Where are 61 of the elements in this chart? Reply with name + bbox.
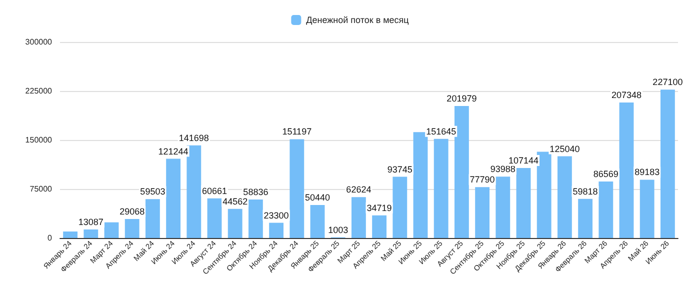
data-label: 86569 xyxy=(593,168,618,179)
data-label: 29068 xyxy=(120,206,145,217)
bar xyxy=(536,152,552,238)
data-label: 201979 xyxy=(446,94,477,104)
data-label: 107144 xyxy=(508,156,539,166)
bar xyxy=(660,90,675,238)
bar xyxy=(166,158,181,238)
bar xyxy=(392,176,408,238)
data-label: 62624 xyxy=(346,184,372,195)
y-tick-label: 0 xyxy=(48,234,53,242)
bar xyxy=(124,219,140,238)
data-label: 207348 xyxy=(611,90,642,100)
bar xyxy=(310,205,325,238)
bar xyxy=(248,200,263,238)
bar xyxy=(84,229,98,238)
bar xyxy=(496,176,510,238)
data-label: 77790 xyxy=(470,174,495,185)
data-label: 93745 xyxy=(387,164,412,174)
data-label: 59503 xyxy=(140,186,166,197)
data-label: 141698 xyxy=(178,132,209,143)
data-label: 59818 xyxy=(572,186,598,196)
bar xyxy=(598,181,614,238)
data-label: 58836 xyxy=(243,187,268,198)
bar xyxy=(228,208,242,238)
data-label: 34719 xyxy=(366,202,392,213)
bar xyxy=(475,187,490,238)
y-tick-label: 225000 xyxy=(25,86,53,96)
y-tick-label: 150000 xyxy=(25,136,53,144)
data-label: 44562 xyxy=(222,196,248,206)
bar xyxy=(413,132,428,238)
bar xyxy=(290,139,304,238)
bar xyxy=(619,102,634,238)
data-label: 1003 xyxy=(328,224,348,235)
y-tick-label: 75000 xyxy=(30,184,53,194)
bar xyxy=(63,231,78,238)
data-label: 93988 xyxy=(490,164,516,174)
bar xyxy=(104,222,119,238)
bar xyxy=(207,198,222,238)
bar xyxy=(269,222,284,238)
data-label: 13087 xyxy=(78,216,104,227)
data-label: 151645 xyxy=(426,126,456,136)
bar xyxy=(454,106,469,238)
bar xyxy=(186,145,202,238)
data-label: 23300 xyxy=(264,210,289,220)
data-label: 89183 xyxy=(634,167,660,178)
data-label: 151197 xyxy=(282,126,312,137)
bar xyxy=(434,138,448,238)
data-label: 125040 xyxy=(550,144,580,154)
bar xyxy=(516,168,531,238)
data-label: 50440 xyxy=(304,192,330,203)
y-tick-label: 300000 xyxy=(25,38,53,46)
bar xyxy=(578,198,593,238)
data-label: 60661 xyxy=(202,186,228,196)
bar xyxy=(145,199,160,238)
data-label: 121244 xyxy=(158,146,188,156)
data-label: 227100 xyxy=(652,77,683,88)
bar xyxy=(372,215,387,238)
bar xyxy=(640,180,654,238)
bar xyxy=(351,197,366,238)
bar xyxy=(557,156,572,238)
legend-label: Денежной поток в месяц xyxy=(306,15,409,25)
